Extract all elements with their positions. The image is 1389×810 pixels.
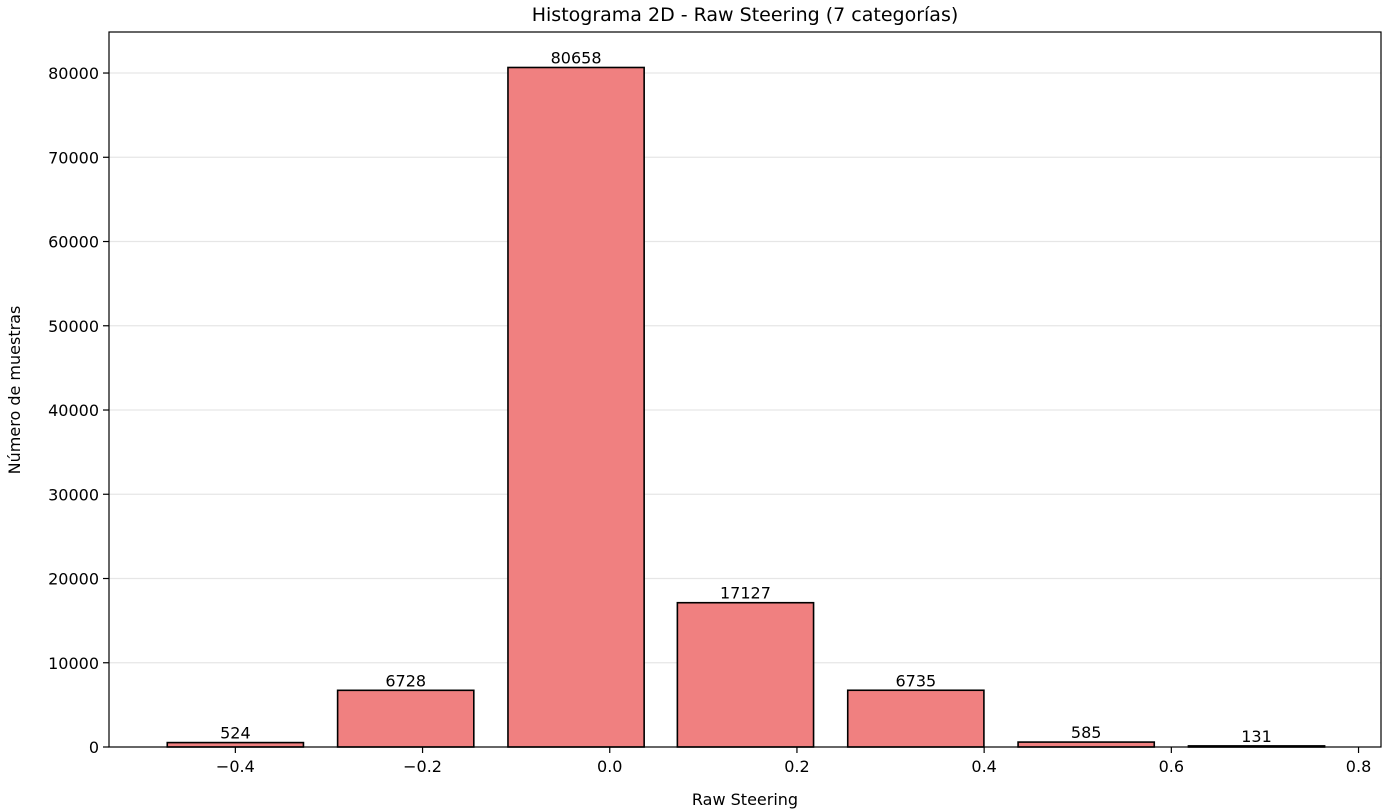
chart-title: Histograma 2D - Raw Steering (7 categorí… [532, 4, 959, 26]
x-tick-label: 0.8 [1346, 757, 1371, 776]
plot-frame [108, 31, 1382, 748]
y-tick-label: 30000 [48, 485, 99, 504]
x-tick-label: −0.2 [403, 757, 442, 776]
y-tick-label: 0 [89, 738, 99, 757]
x-axis-label: Raw Steering [692, 790, 798, 809]
bar [1017, 741, 1156, 748]
y-tick-label: 20000 [48, 570, 99, 589]
y-tick-label: 40000 [48, 401, 99, 420]
bar-data-label: 585 [1071, 723, 1102, 742]
bar-data-label: 524 [220, 724, 251, 743]
bar-data-label: 131 [1241, 727, 1272, 746]
bar [676, 601, 815, 748]
x-tick-label: 0.2 [784, 757, 809, 776]
bar-data-label: 17127 [720, 584, 771, 603]
y-tick-label: 70000 [48, 148, 99, 167]
bar-data-label: 6735 [895, 671, 936, 690]
y-tick-label: 60000 [48, 233, 99, 252]
bar [336, 689, 475, 748]
y-tick-label: 10000 [48, 654, 99, 673]
y-tick-label: 80000 [48, 64, 99, 83]
bars: 524 6728 80658 17127 6735 585 131 [166, 48, 1326, 748]
y-axis-label: Número de muestras [5, 306, 24, 475]
bar-data-label: 6728 [385, 671, 426, 690]
y-tick-label: 50000 [48, 317, 99, 336]
x-tick-label: 0.6 [1159, 757, 1184, 776]
axes: 0 10000 20000 30000 40000 50000 60000 70000 8000… [48, 31, 1382, 776]
bar [166, 741, 305, 748]
bar-data-label: 80658 [551, 48, 602, 67]
x-tick-label: 0.0 [597, 757, 622, 776]
bar [507, 66, 645, 748]
x-tick-label: 0.4 [971, 757, 996, 776]
gridlines [109, 72, 1381, 664]
x-tick-label: −0.4 [216, 757, 255, 776]
bar [846, 689, 985, 748]
